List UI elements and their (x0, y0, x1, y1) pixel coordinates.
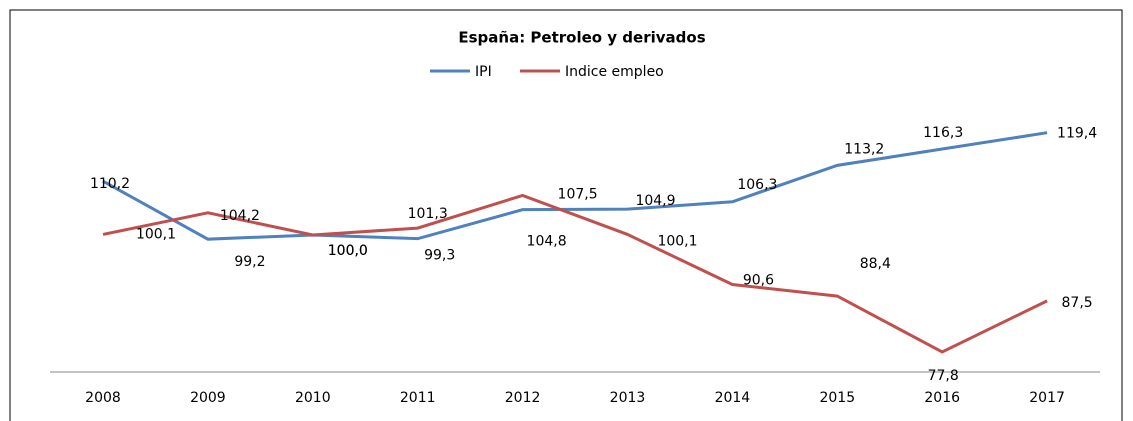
data-label: 99,2 (234, 254, 265, 270)
data-label: 100,1 (657, 233, 697, 249)
data-label: 104,8 (527, 234, 567, 250)
data-label: 90,6 (743, 273, 774, 289)
x-tick-label: 2008 (85, 390, 121, 406)
data-label: 88,4 (860, 256, 891, 272)
data-label: 101,3 (408, 206, 448, 222)
data-label: 104,2 (220, 208, 260, 224)
data-label: 100,0 (328, 243, 368, 259)
x-tick-label: 2013 (610, 390, 646, 406)
legend-label: Indice empleo (565, 64, 664, 80)
data-label: 119,4 (1057, 126, 1097, 142)
data-label: 77,8 (928, 368, 959, 384)
data-label: 100,0 (328, 243, 368, 259)
x-tick-label: 2009 (190, 390, 226, 406)
data-label: 116,3 (923, 125, 963, 141)
x-tick-label: 2016 (924, 390, 960, 406)
x-tick-label: 2014 (715, 390, 751, 406)
data-label: 100,1 (136, 226, 176, 242)
x-tick-label: 2011 (400, 390, 436, 406)
data-label: 107,5 (558, 186, 598, 202)
data-label: 87,5 (1062, 295, 1093, 311)
data-label: 113,2 (844, 141, 884, 157)
legend-label: IPI (475, 64, 492, 80)
x-tick-label: 2012 (505, 390, 541, 406)
series-line (102, 193, 1048, 354)
x-tick-label: 2015 (819, 390, 855, 406)
series-line (102, 131, 1048, 241)
x-tick-label: 2010 (295, 390, 331, 406)
data-label: 110,2 (90, 176, 130, 192)
data-label: 99,3 (424, 248, 455, 264)
x-tick-label: 2017 (1029, 390, 1065, 406)
chart-title: España: Petroleo y derivados (458, 29, 705, 47)
data-label: 104,9 (635, 193, 675, 209)
data-label: 106,3 (737, 177, 777, 193)
